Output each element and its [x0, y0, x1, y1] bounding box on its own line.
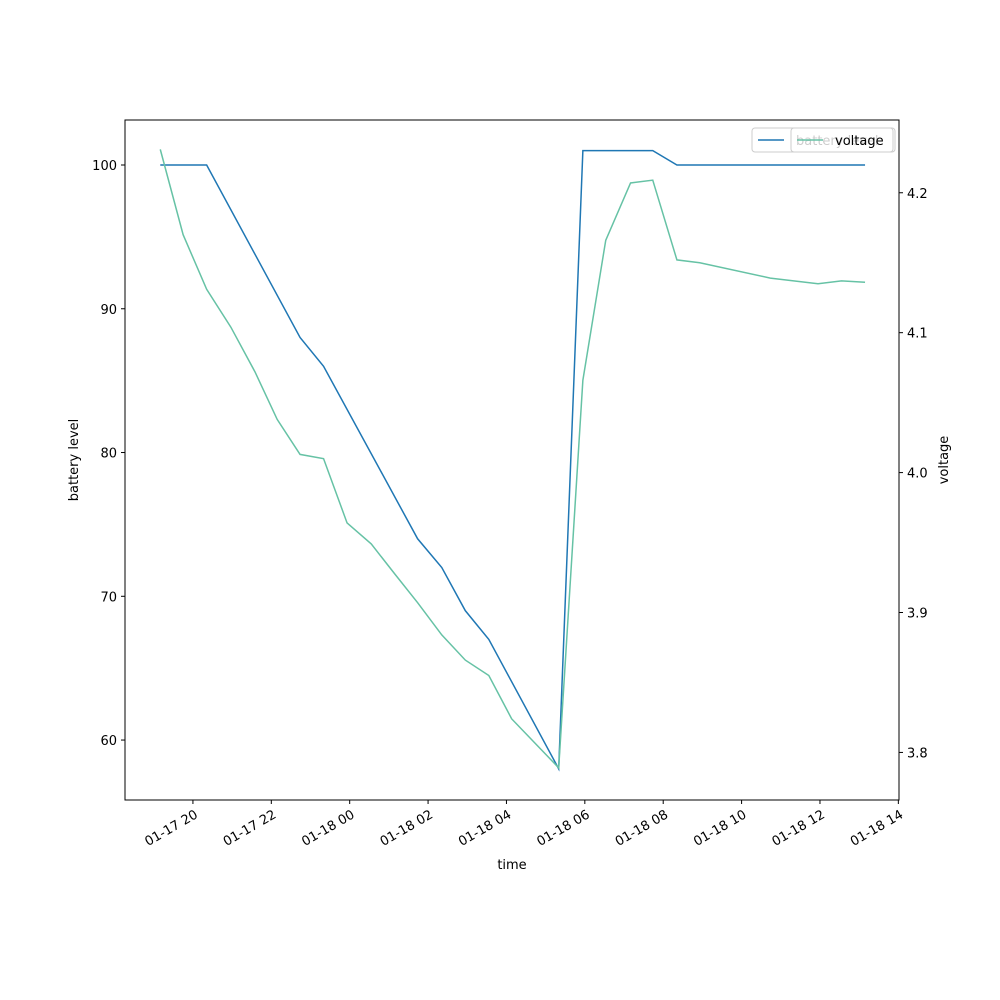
y-tick-label: 80	[100, 447, 117, 462]
x-tick-label: 01-18 10	[691, 808, 749, 850]
x-tick-label: 01-18 06	[534, 808, 592, 850]
x-tick-label: 01-18 02	[378, 808, 436, 850]
legend-box	[790, 127, 894, 153]
x-tick-label: 01-18 04	[456, 808, 514, 850]
y2-axis-label: voltage	[937, 436, 952, 485]
plot-frame	[124, 119, 900, 801]
y-tick-label: 90	[100, 303, 117, 318]
legend-label: voltage	[835, 134, 884, 149]
x-tick-label: 01-18 08	[613, 808, 671, 850]
series-line	[160, 149, 866, 772]
series-line	[159, 149, 866, 770]
x-tick-label: 01-18 14	[848, 808, 906, 850]
y-tick-label: 70	[100, 590, 117, 605]
x-axis-label: time	[497, 858, 526, 873]
y2-tick-label: 4.2	[907, 187, 928, 202]
x-tick-label: 01-17 22	[221, 808, 279, 850]
y2-tick-label: 4.1	[907, 327, 928, 342]
y-axis-label: battery level	[67, 419, 82, 502]
y2-tick-label: 4.0	[907, 467, 928, 482]
y-tick-label: 60	[100, 734, 117, 749]
y2-tick-label: 3.9	[907, 607, 928, 622]
legend: voltage	[790, 127, 894, 153]
y2-tick-label: 3.8	[907, 746, 928, 761]
x-tick-label: 01-18 00	[299, 808, 357, 850]
y-tick-label: 100	[92, 159, 117, 174]
x-tick-label: 01-17 20	[143, 808, 201, 850]
x-tick-label: 01-18 12	[770, 808, 828, 850]
